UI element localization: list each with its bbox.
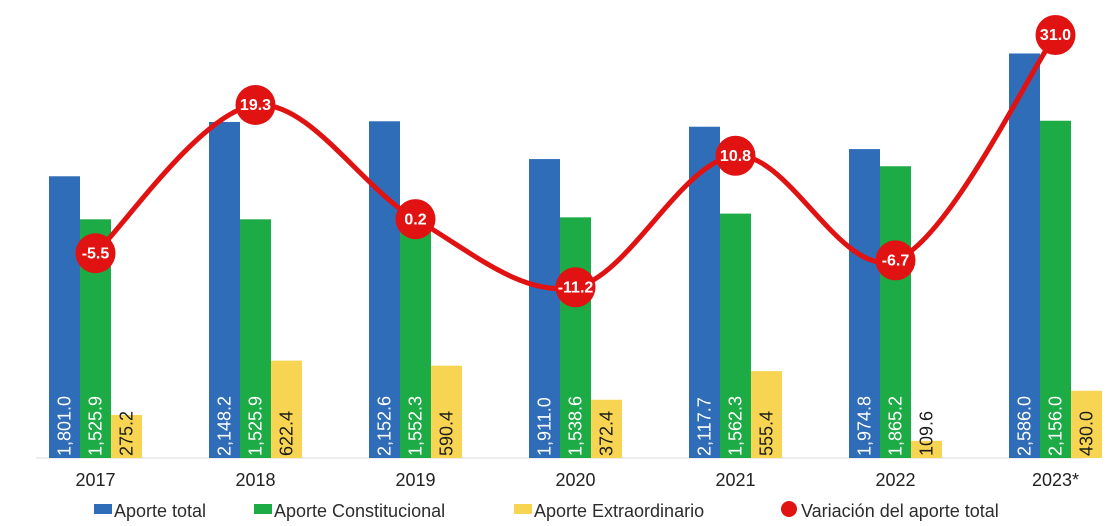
bar-label-aporte-total-2017: 1,801.0 (54, 396, 74, 456)
variation-label-2020: -11.2 (558, 280, 594, 297)
bar-label-aporte-total-2022: 1,974.8 (854, 396, 874, 456)
bar-aporte-extraordinario-2023- (1071, 390, 1102, 458)
variation-marker-2021 (715, 135, 756, 176)
bar-aporte-extraordinario-2018 (271, 360, 302, 458)
bar-label-aporte-constitucional-2018: 1,525.9 (245, 396, 265, 456)
bar-label-aporte-total-2021: 2,117.7 (694, 397, 714, 456)
line-layer (75, 15, 1076, 308)
variation-marker-2022 (875, 240, 916, 281)
bar-aporte-extraordinario-2021 (751, 371, 782, 458)
bar-aporte-constitucional-2018 (240, 219, 271, 458)
legend-label-aporte-extraordinario: Aporte Extraordinario (534, 501, 704, 521)
x-tick-2020: 2020 (555, 470, 595, 490)
legend-swatch-aporte-extraordinario (514, 504, 532, 514)
variation-marker-2017 (75, 233, 116, 274)
x-tick-2017: 2017 (75, 470, 115, 490)
bar-label-aporte-constitucional-2019: 1,552.3 (405, 396, 425, 456)
bar-aporte-total-2020 (529, 159, 560, 458)
legend-label-aporte-constitucional: Aporte Constitucional (274, 501, 445, 521)
legend-label-aporte-total: Aporte total (114, 501, 206, 521)
bar-label-aporte-constitucional-2021: 1,562.3 (725, 396, 745, 456)
variation-label-2018: 19.3 (240, 97, 271, 114)
x-tick-2022: 2022 (875, 470, 915, 490)
bar-label-aporte-extraordinario-2018: 622.4 (276, 411, 296, 456)
legend-layer: Aporte total Aporte Constitucional Aporte … (94, 501, 999, 521)
bar-label-aporte-constitucional-2023-: 2,156.0 (1045, 396, 1065, 456)
variation-marker-2019 (395, 199, 436, 240)
x-tick-2023-: 2023* (1032, 470, 1079, 490)
bar-label-aporte-extraordinario-2017: 275.2 (116, 411, 136, 456)
x-tick-2019: 2019 (395, 470, 435, 490)
bar-label-aporte-extraordinario-2022: 109.6 (916, 411, 936, 456)
bar-label-aporte-constitucional-2020: 1,538.6 (565, 396, 585, 456)
bar-aporte-total-2022 (849, 149, 880, 459)
bar-label-aporte-total-2020: 1,911.0 (534, 397, 554, 456)
bar-label-aporte-extraordinario-2020: 372.4 (596, 411, 616, 456)
x-tick-2018: 2018 (235, 470, 275, 490)
bar-aporte-constitucional-2020 (560, 217, 591, 458)
bar-label-aporte-extraordinario-2023-: 430.0 (1076, 411, 1096, 456)
bar-label-aporte-total-2023-: 2,586.0 (1014, 396, 1034, 456)
bar-aporte-total-2021 (689, 126, 720, 459)
x-tick-2021: 2021 (715, 470, 755, 490)
legend-label-variaci-n-del-aporte-total: Variación del aporte total (801, 501, 999, 521)
bar-label-aporte-constitucional-2022: 1,865.2 (885, 396, 905, 456)
legend-swatch-aporte-total (94, 504, 112, 514)
bar-aporte-total-2018 (209, 121, 240, 458)
variation-label-2019: 0.2 (404, 211, 426, 228)
bar-aporte-extraordinario-2019 (431, 365, 462, 458)
legend-swatch-variaci-n-del-aporte-total (781, 501, 797, 517)
bar-aporte-total-2023- (1009, 53, 1040, 459)
bar-label-aporte-total-2019: 2,152.6 (374, 396, 394, 456)
bar-aporte-constitucional-2023- (1040, 120, 1071, 459)
variation-marker-2018 (235, 84, 276, 125)
legend-swatch-aporte-constitucional (254, 504, 272, 514)
variation-marker-2023- (1035, 15, 1076, 55)
variation-label-2023-: 31.0 (1040, 27, 1071, 44)
variation-label-2022: -6.7 (882, 253, 910, 270)
bar-label-aporte-constitucional-2017: 1,525.9 (85, 396, 105, 456)
bar-aporte-extraordinario-2020 (591, 399, 622, 458)
variation-label-2021: 10.8 (720, 148, 751, 165)
bar-label-aporte-total-2018: 2,148.2 (214, 396, 234, 456)
bar-aporte-extraordinario-2017 (111, 414, 142, 458)
bar-aporte-total-2019 (369, 121, 400, 459)
bar-aporte-extraordinario-2022 (911, 440, 942, 458)
bar-label-aporte-extraordinario-2019: 590.4 (436, 411, 456, 456)
variation-marker-2020 (555, 267, 596, 308)
bar-label-aporte-extraordinario-2021: 555.4 (756, 411, 776, 456)
bar-aporte-constitucional-2022 (880, 166, 911, 458)
bar-aporte-constitucional-2019 (400, 215, 431, 458)
bar-aporte-total-2017 (49, 176, 80, 458)
variation-label-2017: -5.5 (82, 245, 110, 262)
bar-aporte-constitucional-2021 (720, 213, 751, 458)
